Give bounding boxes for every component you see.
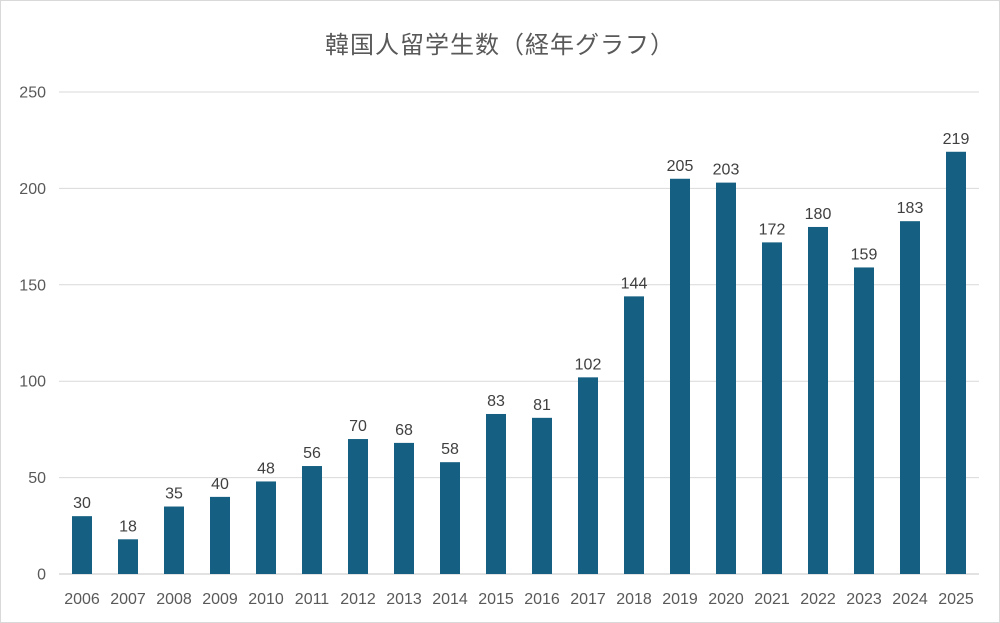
value-label: 144 [621, 275, 648, 292]
value-label: 159 [851, 246, 878, 263]
x-tick-label: 2023 [846, 591, 882, 608]
bar [118, 539, 138, 574]
value-label: 102 [575, 356, 602, 373]
bar [946, 151, 966, 574]
y-tick-label: 250 [19, 85, 46, 102]
bar [440, 462, 460, 574]
value-label: 183 [897, 200, 924, 217]
value-label: 180 [805, 206, 832, 223]
bar [670, 178, 690, 574]
x-tick-label: 2018 [616, 591, 652, 608]
x-tick-label: 2014 [432, 591, 468, 608]
y-tick-label: 50 [28, 470, 46, 487]
bar [532, 417, 552, 574]
x-tick-label: 2006 [64, 591, 100, 608]
chart-title: 韓国人留学生数（経年グラフ） [325, 32, 675, 59]
value-label: 219 [943, 131, 970, 148]
bar [348, 439, 368, 574]
value-label: 172 [759, 221, 786, 238]
x-tick-label: 2012 [340, 591, 376, 608]
y-tick-label: 200 [19, 181, 46, 198]
bar [486, 413, 506, 574]
y-tick-label: 0 [37, 567, 46, 584]
x-tick-label: 2007 [110, 591, 146, 608]
x-tick-label: 2009 [202, 591, 238, 608]
bar [900, 221, 920, 574]
value-label: 83 [487, 393, 505, 410]
x-tick-label: 2022 [800, 591, 836, 608]
value-label: 40 [211, 476, 229, 493]
x-tick-label: 2025 [938, 591, 974, 608]
bar [164, 506, 184, 574]
y-tick-label: 150 [19, 277, 46, 294]
x-tick-label: 2024 [892, 591, 928, 608]
y-tick-label: 100 [19, 374, 46, 391]
value-label: 30 [73, 495, 91, 512]
bar [762, 242, 782, 574]
x-tick-label: 2011 [295, 591, 330, 608]
x-tick-label: 2021 [754, 591, 790, 608]
x-tick-label: 2013 [386, 591, 422, 608]
bar [72, 516, 92, 574]
x-tick-label: 2020 [708, 591, 744, 608]
value-label: 68 [395, 422, 413, 439]
bar [716, 182, 736, 574]
x-tick-label: 2016 [524, 591, 560, 608]
bar [808, 226, 828, 574]
value-label: 58 [441, 441, 459, 458]
bar [854, 267, 874, 574]
bar [624, 296, 644, 574]
value-label: 81 [533, 397, 551, 414]
value-label: 203 [713, 162, 740, 179]
bar [302, 466, 322, 574]
bar [578, 377, 598, 574]
x-tick-label: 2015 [478, 591, 514, 608]
x-tick-label: 2017 [570, 591, 606, 608]
bar [394, 442, 414, 574]
x-tick-label: 2019 [662, 591, 698, 608]
value-label: 48 [257, 460, 275, 477]
value-label: 18 [119, 518, 137, 535]
x-tick-label: 2010 [248, 591, 284, 608]
value-label: 70 [349, 418, 367, 435]
bar [256, 481, 276, 574]
bar [210, 496, 230, 574]
value-label: 205 [667, 158, 694, 175]
value-label: 35 [165, 486, 183, 503]
x-tick-label: 2008 [156, 591, 192, 608]
value-label: 56 [303, 445, 321, 462]
